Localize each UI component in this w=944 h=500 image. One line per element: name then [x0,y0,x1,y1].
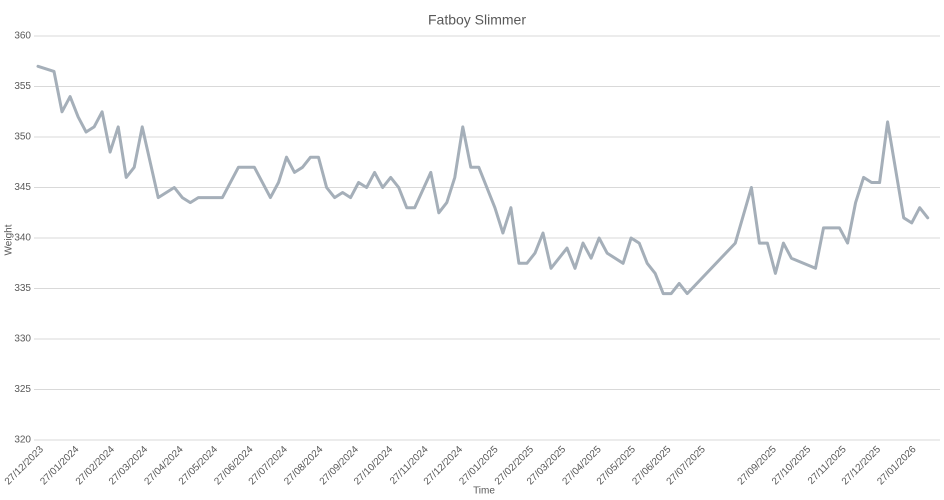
x-axis-label: Time [473,486,495,497]
y-tick-label: 355 [14,81,31,92]
y-axis-label: Weight [4,224,15,255]
y-tick-label: 340 [14,233,31,244]
y-tick-label: 350 [14,132,31,143]
y-tick-label: 345 [14,182,31,193]
x-tick-label: 27/01/2026 [875,444,918,487]
chart-title: Fatboy Slimmer [428,12,526,28]
y-tick-label: 325 [14,384,31,395]
data-line [36,64,930,296]
y-tick-label: 320 [14,435,31,446]
y-tick-label: 335 [14,283,31,294]
y-tick-label: 360 [14,31,31,42]
y-tick-label: 330 [14,334,31,345]
